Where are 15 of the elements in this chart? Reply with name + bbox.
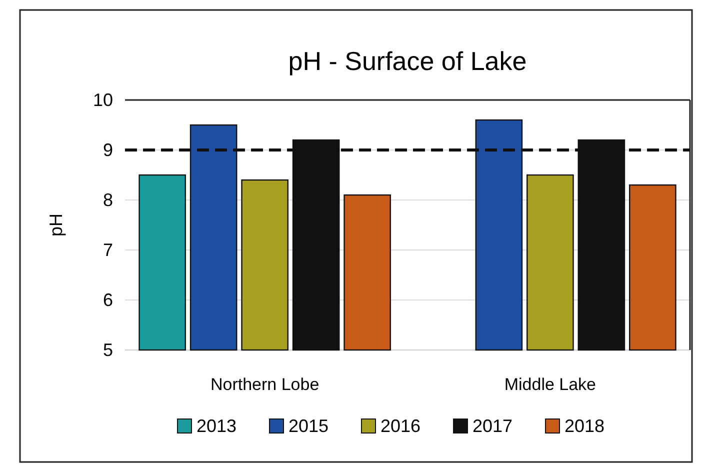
y-tick-label: 9 bbox=[102, 140, 113, 160]
x-tick-label: Northern Lobe bbox=[210, 375, 320, 394]
y-tick-label: 6 bbox=[102, 290, 113, 310]
y-tick-label: 5 bbox=[102, 340, 113, 360]
y-tick-label: 8 bbox=[102, 190, 113, 210]
legend-label: 2016 bbox=[380, 416, 421, 436]
chart-title: pH - Surface of Lake bbox=[288, 46, 527, 76]
y-tick-label: 7 bbox=[102, 240, 113, 260]
legend-label: 2018 bbox=[564, 416, 605, 436]
legend-label: 2015 bbox=[288, 416, 329, 436]
y-axis-title: pH bbox=[46, 213, 66, 237]
legend-label: 2013 bbox=[196, 416, 237, 436]
x-tick-label: Middle Lake bbox=[504, 375, 596, 394]
y-tick-label: 10 bbox=[92, 90, 113, 110]
legend-label: 2017 bbox=[472, 416, 513, 436]
